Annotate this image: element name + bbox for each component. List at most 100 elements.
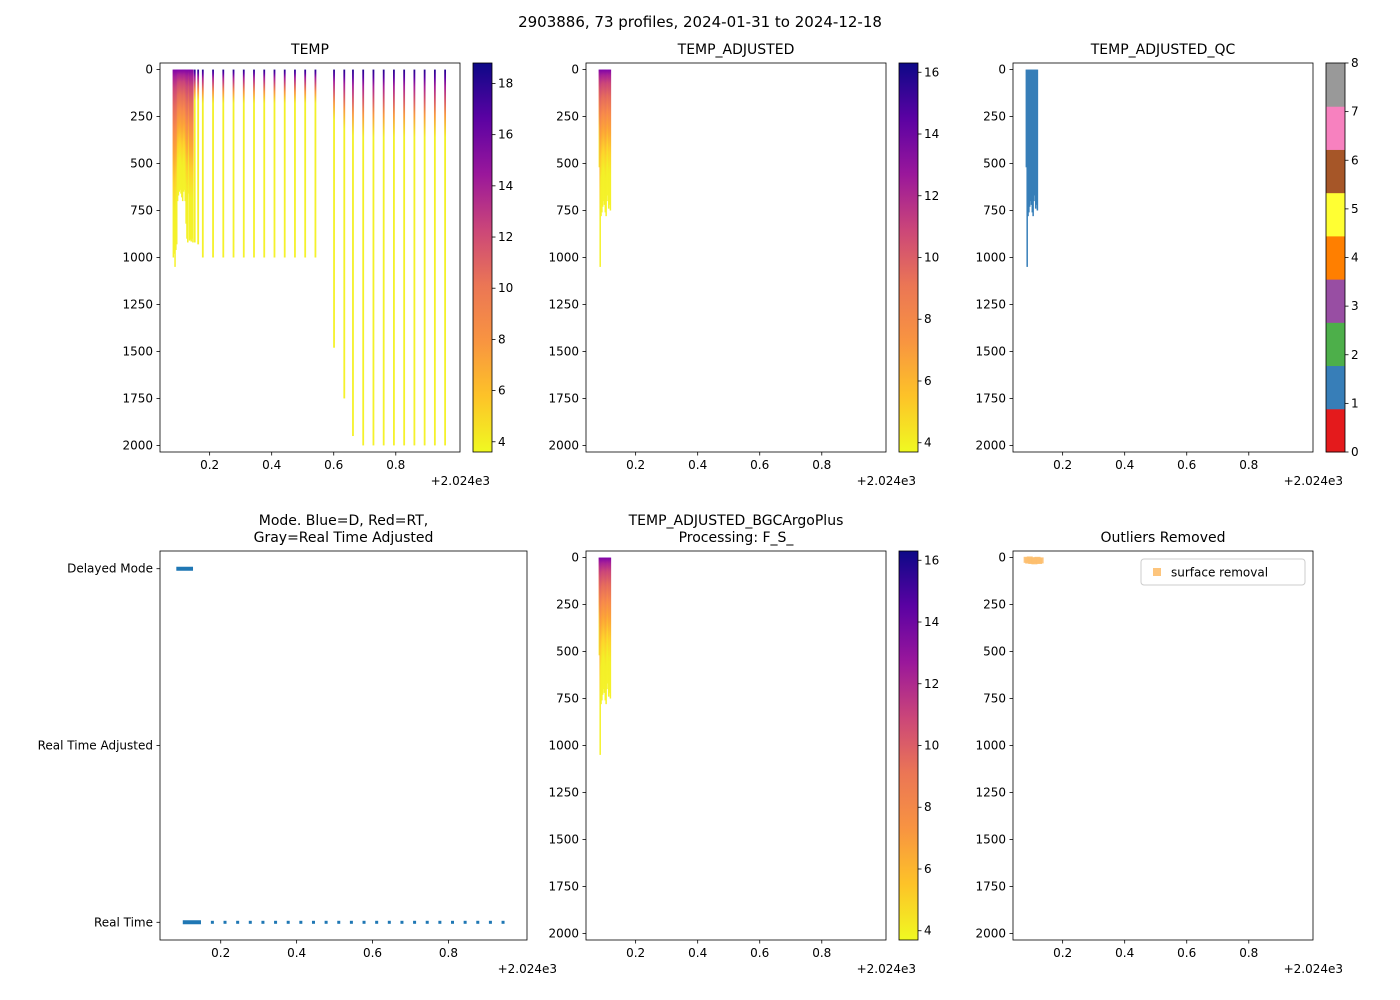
profile-line bbox=[182, 69, 185, 192]
colorbar-segment bbox=[1326, 408, 1345, 453]
colorbar-segment bbox=[1326, 149, 1345, 194]
profile-line bbox=[186, 69, 188, 239]
x-tick-label: 0.4 bbox=[1115, 458, 1134, 472]
colorbar-tick-label: 6 bbox=[924, 862, 932, 876]
profile-line bbox=[173, 69, 175, 254]
panel-title: TEMP bbox=[290, 42, 329, 58]
profile-line bbox=[601, 69, 604, 207]
panel-title: TEMP_ADJUSTED bbox=[677, 42, 795, 58]
colorbar-tick-label: 16 bbox=[924, 553, 939, 567]
y-tick-label: 2000 bbox=[975, 926, 1006, 940]
category-label: Real Time Adjusted bbox=[38, 739, 153, 753]
panel-title: TEMP_ADJUSTED_BGCArgoPlus bbox=[628, 513, 844, 529]
legend-box bbox=[1140, 558, 1306, 586]
y-tick-label: 1000 bbox=[975, 251, 1006, 265]
profile-line bbox=[175, 69, 178, 245]
profile-line bbox=[604, 69, 607, 213]
x-tick-label: 0.6 bbox=[1177, 946, 1196, 960]
y-tick-label: 0 bbox=[998, 551, 1006, 565]
x-tick-label: 0.2 bbox=[626, 946, 645, 960]
y-tick-label: 1250 bbox=[548, 297, 579, 311]
colorbar-gradient bbox=[899, 551, 918, 940]
profile-line bbox=[413, 69, 416, 446]
y-tick-label: 2000 bbox=[548, 438, 579, 452]
x-tick-label: 0.2 bbox=[200, 458, 219, 472]
panel-title: Outliers Removed bbox=[1101, 530, 1226, 546]
profile-line bbox=[192, 69, 194, 243]
x-axis-offset-label: +2.024e3 bbox=[857, 962, 916, 976]
colorbar-tick-label: 3 bbox=[1351, 299, 1359, 313]
colorbar-tick-label: 6 bbox=[498, 384, 506, 398]
y-tick-label: 2000 bbox=[548, 926, 579, 940]
colorbar-segment bbox=[1326, 235, 1345, 280]
colorbar-tick-label: 8 bbox=[1351, 56, 1359, 70]
legend-marker bbox=[1153, 568, 1161, 576]
profile-line bbox=[444, 69, 447, 446]
profile-line bbox=[181, 69, 183, 198]
profile-line bbox=[184, 69, 186, 202]
y-tick-label: 1250 bbox=[975, 785, 1006, 799]
colorbar-segment bbox=[1326, 106, 1345, 150]
colorbar-segment bbox=[1326, 63, 1345, 107]
real-time-dot bbox=[274, 920, 278, 924]
y-tick-label: 0 bbox=[998, 63, 1006, 77]
profile-line bbox=[609, 557, 612, 699]
x-tick-label: 0.8 bbox=[812, 458, 831, 472]
real-time-dot bbox=[476, 920, 480, 924]
x-axis-offset-label: +2.024e3 bbox=[431, 474, 490, 488]
profile-line bbox=[602, 69, 605, 202]
panel-title: TEMP_ADJUSTED_QC bbox=[1090, 42, 1236, 58]
axes-frame-mode bbox=[159, 550, 528, 941]
x-tick-label: 0.2 bbox=[1053, 946, 1072, 960]
axes-frame-temp_adjusted bbox=[585, 62, 887, 453]
colorbar-tick-label: 16 bbox=[498, 128, 513, 142]
profile-line bbox=[181, 69, 184, 202]
y-tick-label: 750 bbox=[556, 204, 579, 218]
profile-line bbox=[352, 69, 354, 437]
real-time-dot bbox=[337, 920, 341, 924]
x-tick-label: 0.4 bbox=[1115, 946, 1134, 960]
colorbar-tick-label: 14 bbox=[924, 615, 939, 629]
profile-line bbox=[1035, 69, 1038, 205]
y-tick-label: 750 bbox=[556, 692, 579, 706]
x-tick-label: 0.4 bbox=[262, 458, 281, 472]
profile-line bbox=[403, 69, 406, 446]
figure-title: 2903886, 73 profiles, 2024-01-31 to 2024… bbox=[518, 13, 882, 31]
x-axis-offset-label: +2.024e3 bbox=[857, 474, 916, 488]
y-tick-label: 1750 bbox=[975, 391, 1006, 405]
x-tick-label: 0.2 bbox=[1053, 458, 1072, 472]
colorbar-tick-label: 12 bbox=[924, 677, 939, 691]
y-tick-label: 1750 bbox=[548, 879, 579, 893]
y-tick-label: 500 bbox=[130, 157, 153, 171]
colorbar-tick-label: 6 bbox=[924, 374, 932, 388]
axes-frame-outliers bbox=[1012, 550, 1314, 941]
colorbar-tick-label: 6 bbox=[1351, 153, 1359, 167]
profile-line bbox=[314, 69, 317, 258]
profile-line bbox=[242, 69, 245, 258]
real-time-dot bbox=[311, 920, 315, 924]
real-time-dot bbox=[425, 920, 429, 924]
x-tick-label: 0.4 bbox=[688, 458, 707, 472]
y-tick-label: 1500 bbox=[122, 344, 153, 358]
real-time-dot bbox=[324, 920, 328, 924]
x-tick-label: 0.4 bbox=[287, 946, 306, 960]
colorbar-segment bbox=[1326, 322, 1345, 367]
profile-line bbox=[602, 557, 605, 690]
profile-line bbox=[176, 69, 179, 202]
y-tick-label: 250 bbox=[983, 598, 1006, 612]
colorbar-tick-label: 16 bbox=[924, 65, 939, 79]
x-tick-label: 0.8 bbox=[439, 946, 458, 960]
x-tick-label: 0.8 bbox=[386, 458, 405, 472]
profile-line bbox=[608, 557, 611, 693]
profile-line bbox=[433, 69, 436, 446]
colorbar-tick-label: 4 bbox=[1351, 251, 1359, 265]
profile-line bbox=[180, 69, 182, 194]
profile-line bbox=[1034, 69, 1036, 196]
x-tick-label: 0.8 bbox=[812, 946, 831, 960]
x-tick-label: 0.6 bbox=[750, 946, 769, 960]
profile-line bbox=[1028, 69, 1030, 213]
real-time-dot bbox=[261, 920, 265, 924]
profile-line bbox=[263, 69, 266, 258]
category-label: Real Time bbox=[94, 915, 153, 929]
colorbar-tick-label: 12 bbox=[924, 189, 939, 203]
